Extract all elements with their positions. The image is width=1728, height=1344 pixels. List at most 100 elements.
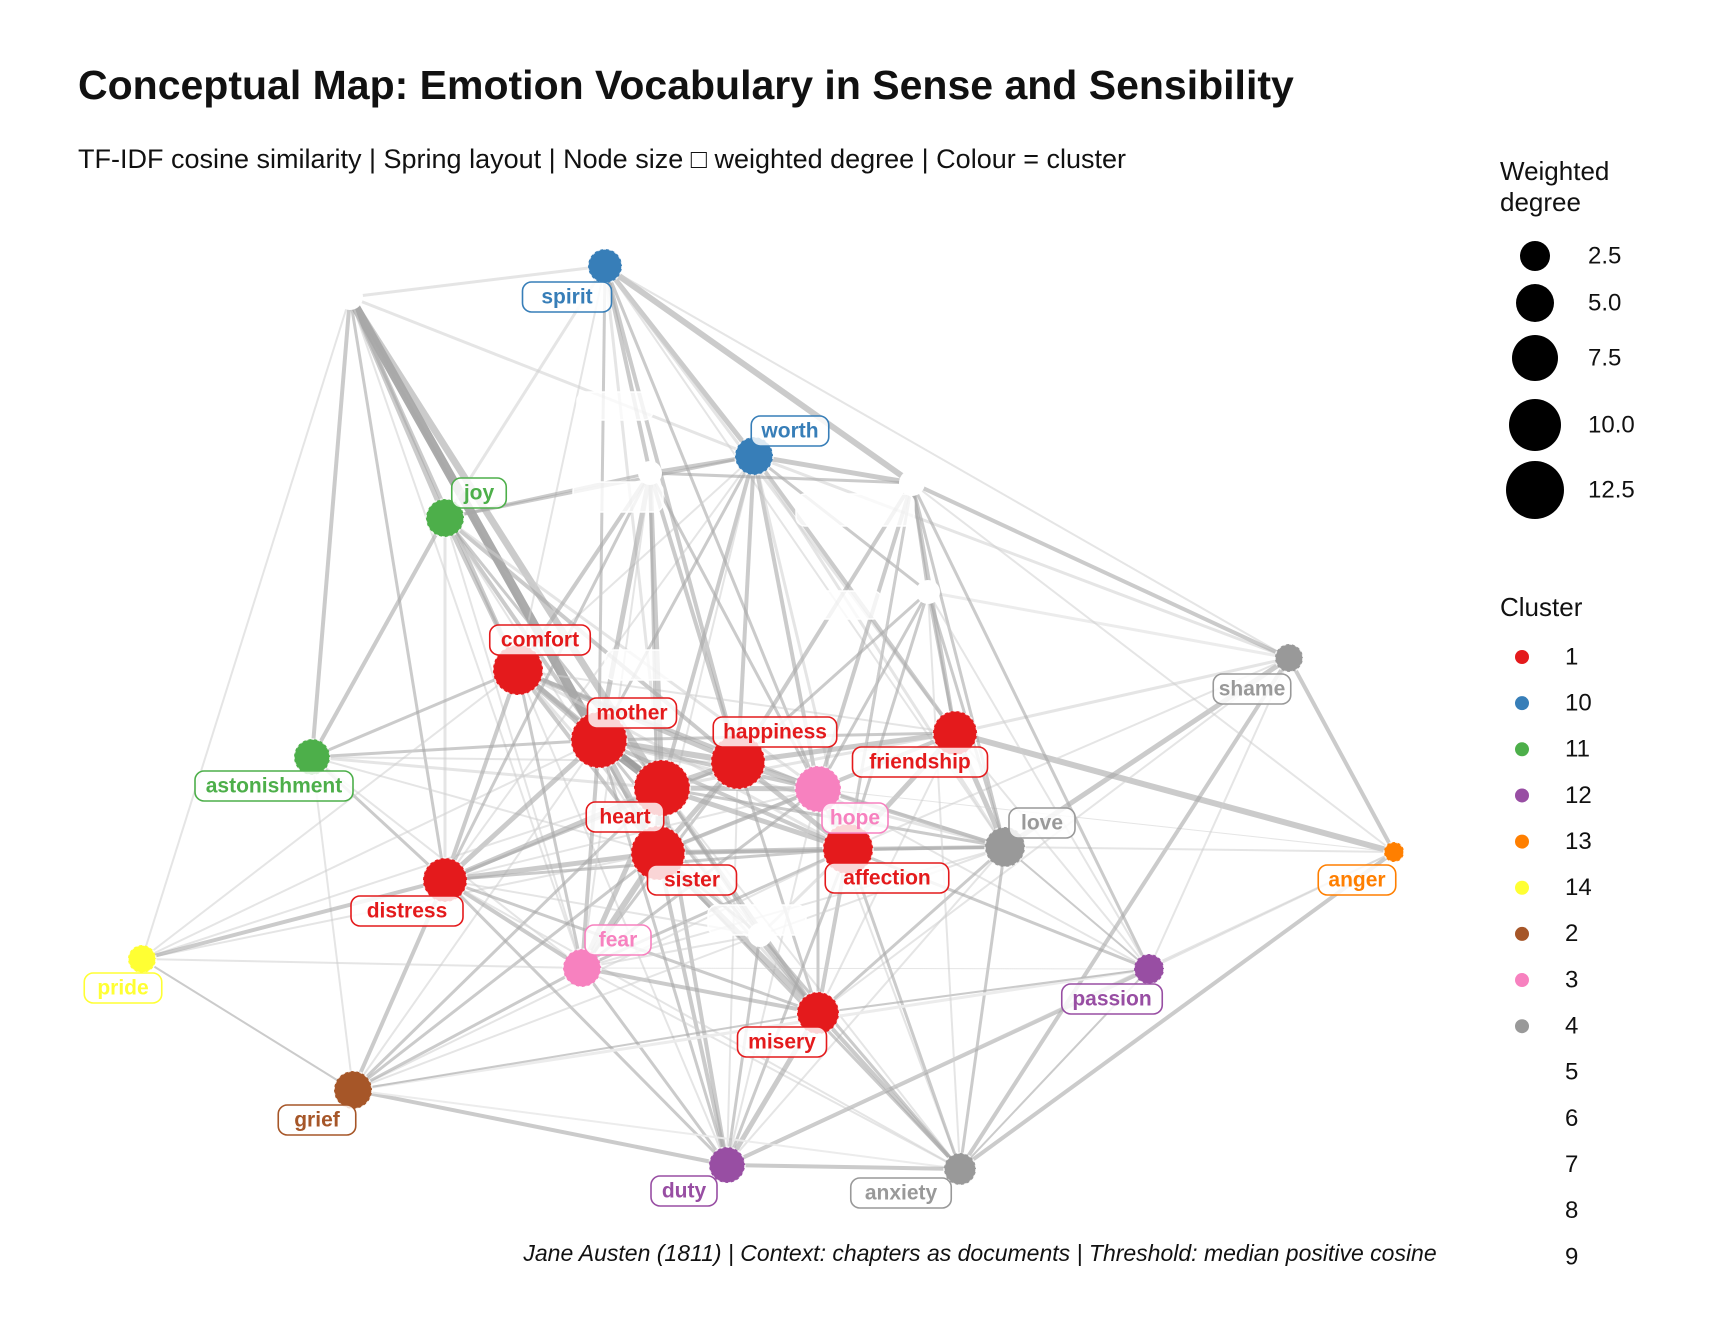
edge-comfort-fear (516, 669, 584, 969)
node-label-text-anger: anger (1328, 869, 1385, 892)
node-label-anxiety[interactable]: anxiety (849, 1177, 953, 1209)
node-label-anger[interactable]: anger (1317, 864, 1397, 896)
node-distress[interactable] (422, 857, 468, 903)
edge-sister-distress (444, 850, 659, 883)
ghost-label-1 (572, 481, 664, 513)
node-label-love[interactable]: love (1008, 807, 1076, 839)
legend-size-dot-5.0 (1516, 284, 1554, 322)
node-hope[interactable] (794, 765, 842, 813)
node-friendship[interactable] (932, 710, 978, 756)
node-label-text-pride: pride (97, 977, 148, 1000)
edge-friendship-shame (954, 656, 1290, 735)
node-label-grief[interactable]: grief (277, 1104, 357, 1136)
edge-fear-grief (352, 966, 583, 1092)
node-label-box-mother (586, 697, 678, 729)
legend-cluster-title: Cluster (1500, 592, 1583, 622)
node-label-text-heart: heart (599, 806, 650, 829)
node-label-fear[interactable]: fear (584, 924, 652, 956)
chart-caption: Jane Austen (1811) | Context: chapters a… (523, 1240, 1437, 1266)
node-label-text-grief: grief (294, 1109, 341, 1132)
edge-worth-shame (753, 454, 1290, 660)
node-label-text-friendship: friendship (869, 751, 971, 774)
hidden-nodes-layer (337, 284, 940, 947)
edge-passion-misery (817, 968, 1150, 1014)
edge-spirit-h3 (603, 263, 914, 486)
node-label-misery[interactable]: misery (736, 1026, 828, 1058)
node-label-passion[interactable]: passion (1060, 983, 1164, 1015)
node-label-sister[interactable]: sister (646, 864, 738, 896)
edge-hope-anger (817, 788, 1395, 853)
node-label-pride[interactable]: pride (83, 972, 163, 1004)
legend-cluster-dot-3 (1515, 973, 1529, 988)
node-joy[interactable] (425, 498, 465, 538)
node-label-text-misery: misery (748, 1031, 816, 1054)
edge-worth-distress (444, 455, 755, 881)
node-label-joy[interactable]: joy (450, 477, 508, 509)
node-label-shame[interactable]: shame (1212, 673, 1292, 705)
edge-hope-duty (726, 788, 819, 1166)
edge-h2-h3 (649, 471, 913, 485)
node-spirit[interactable] (587, 248, 623, 284)
node-affection[interactable] (822, 823, 874, 875)
nodes-layer (127, 248, 1405, 1186)
edge-hope-h5 (816, 591, 930, 790)
node-grief[interactable] (333, 1070, 373, 1110)
edge-love-misery (817, 845, 1006, 1015)
node-label-box-passion (1060, 983, 1164, 1015)
edge-astonishment-comfort (311, 668, 519, 759)
node-label-mother[interactable]: mother (586, 697, 678, 729)
node-pride[interactable] (127, 944, 157, 974)
edge-anger-anxiety (958, 850, 1396, 1171)
edge-h1-pride (141, 296, 351, 960)
node-label-comfort[interactable]: comfort (488, 624, 592, 656)
node-label-box-distress (350, 895, 464, 927)
node-astonishment[interactable] (293, 738, 331, 776)
node-label-box-grief (277, 1104, 357, 1136)
legend-size-title-line1: Weighted (1500, 156, 1610, 186)
node-label-text-fear: fear (599, 929, 638, 952)
node-label-duty[interactable]: duty (650, 1175, 718, 1207)
edge-mother-pride (141, 739, 600, 960)
node-label-spirit[interactable]: spirit (521, 281, 613, 313)
node-label-box-pride (83, 972, 163, 1004)
hidden-node-h1 (337, 284, 363, 310)
hidden-node-h2 (638, 461, 662, 485)
node-duty[interactable] (708, 1146, 746, 1184)
edge-pride-fear (141, 958, 583, 969)
legend-cluster-label-12: 12 (1565, 782, 1592, 809)
node-label-affection[interactable]: affection (824, 862, 950, 894)
node-label-box-friendship (851, 746, 989, 778)
edge-heart-grief (351, 786, 664, 1092)
legend-size-dot-2.5 (1520, 241, 1550, 271)
node-label-box-love (1008, 807, 1076, 839)
node-label-text-love: love (1021, 812, 1063, 835)
ghost-label-2 (795, 493, 915, 527)
node-shame[interactable] (1274, 643, 1304, 673)
node-label-heart[interactable]: heart (585, 801, 665, 833)
legend-cluster: 1 10 11 12 13 14 2 3 4 5 6 7 8 9 (1515, 643, 1592, 1270)
node-anxiety[interactable] (943, 1152, 977, 1186)
node-passion[interactable] (1133, 953, 1165, 985)
legend-size-label-12.5: 12.5 (1588, 476, 1635, 503)
node-label-text-shame: shame (1219, 678, 1286, 701)
node-label-happiness[interactable]: happiness (712, 716, 838, 748)
edge-sister-grief (352, 851, 659, 1092)
edge-distress-fear (443, 878, 584, 970)
legend-cluster-label-10: 10 (1565, 689, 1592, 716)
node-label-friendship[interactable]: friendship (851, 746, 989, 778)
node-label-text-hope: hope (830, 807, 880, 830)
node-fear[interactable] (562, 948, 602, 988)
edge-astonishment-mother (311, 738, 600, 759)
node-label-hope[interactable]: hope (821, 802, 889, 834)
node-anger[interactable] (1383, 841, 1405, 863)
edge-heart-pride (141, 787, 663, 960)
node-label-distress[interactable]: distress (350, 895, 464, 927)
edge-worth-love (752, 455, 1007, 848)
edge-distress-anxiety (444, 879, 961, 1170)
node-label-box-anger (1317, 864, 1397, 896)
node-label-box-hope (821, 802, 889, 834)
node-label-box-fear (584, 924, 652, 956)
node-comfort[interactable] (492, 644, 544, 696)
node-label-astonishment[interactable]: astonishment (194, 770, 354, 802)
node-label-worth[interactable]: worth (750, 415, 830, 447)
